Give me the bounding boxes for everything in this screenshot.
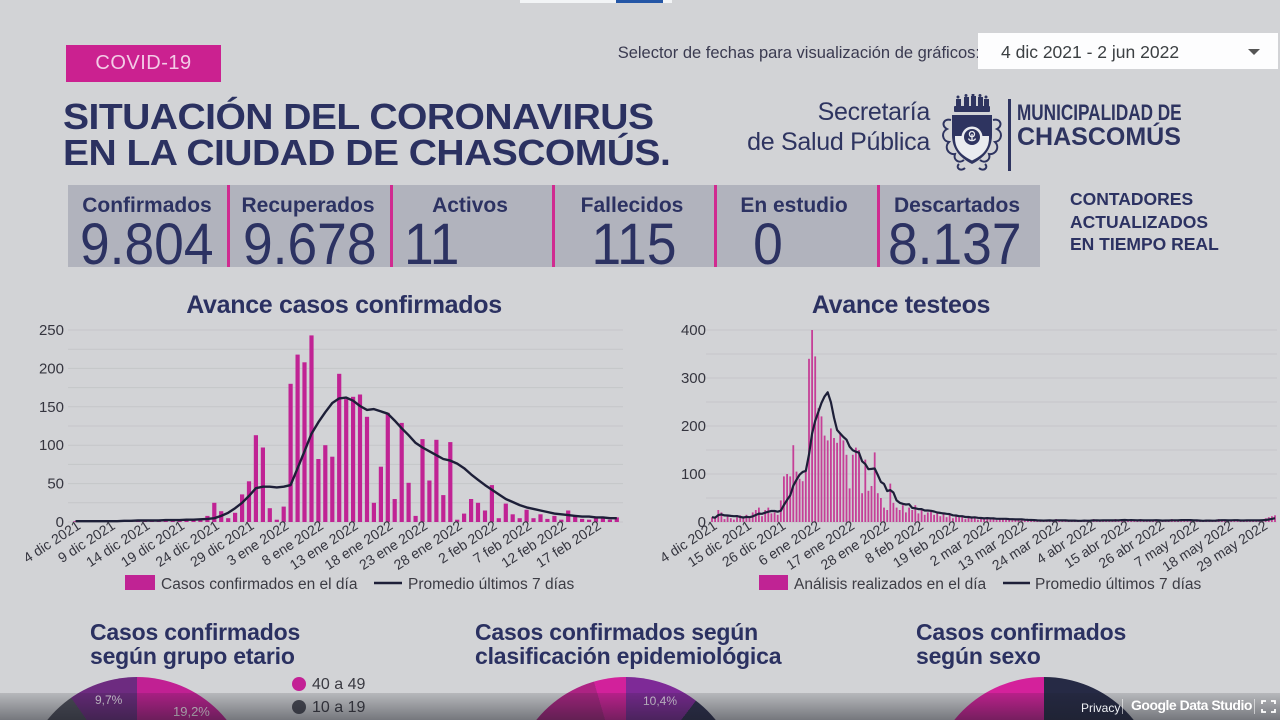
svg-text:200: 200 xyxy=(39,360,64,377)
svg-text:300: 300 xyxy=(681,370,706,387)
svg-text:0: 0 xyxy=(56,514,64,531)
svg-text:100: 100 xyxy=(681,466,706,483)
svg-text:Casos confirmados en el día: Casos confirmados en el día xyxy=(161,576,358,593)
svg-text:Avance testeos: Avance testeos xyxy=(812,291,990,319)
svg-text:150: 150 xyxy=(39,399,64,416)
svg-text:200: 200 xyxy=(681,418,706,435)
svg-text:Promedio últimos 7 días: Promedio últimos 7 días xyxy=(1035,576,1202,593)
svg-text:100: 100 xyxy=(39,437,64,454)
svg-text:Avance casos confirmados: Avance casos confirmados xyxy=(186,291,502,319)
svg-text:Análisis realizados en el día: Análisis realizados en el día xyxy=(794,576,987,593)
svg-text:0: 0 xyxy=(698,514,706,531)
svg-text:250: 250 xyxy=(39,322,64,339)
svg-text:400: 400 xyxy=(681,322,706,339)
svg-text:Promedio últimos 7 días: Promedio últimos 7 días xyxy=(408,576,575,593)
svg-text:50: 50 xyxy=(47,476,64,493)
